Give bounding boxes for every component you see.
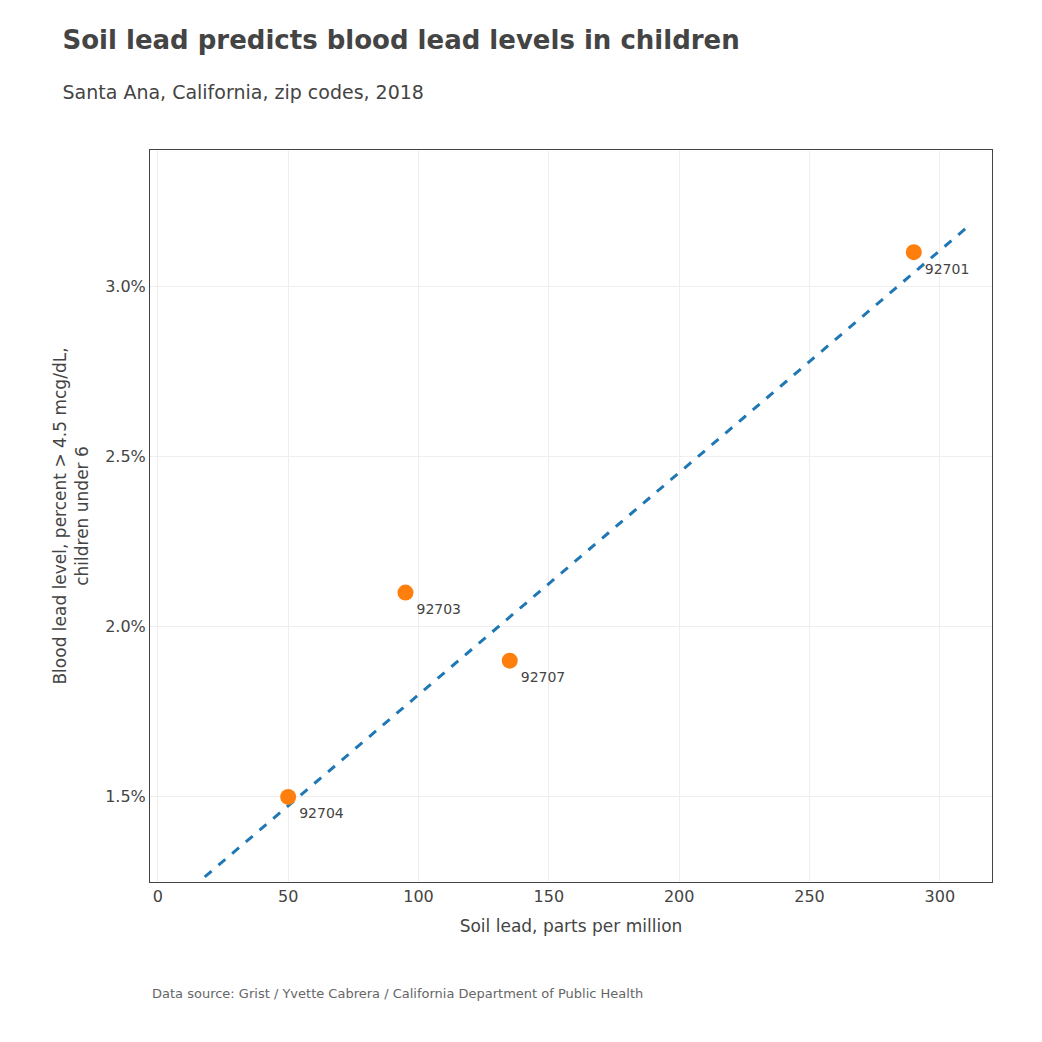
svg-text:Soil lead predicts blood lead: Soil lead predicts blood lead levels in … <box>63 25 740 55</box>
svg-text:100: 100 <box>403 887 434 906</box>
svg-text:Santa Ana, California, zip cod: Santa Ana, California, zip codes, 2018 <box>63 81 424 103</box>
svg-text:92703: 92703 <box>416 601 461 617</box>
svg-text:50: 50 <box>278 887 298 906</box>
svg-text:200: 200 <box>664 887 695 906</box>
svg-text:2.0%: 2.0% <box>105 617 146 636</box>
svg-text:92701: 92701 <box>925 261 970 277</box>
svg-text:300: 300 <box>925 887 956 906</box>
svg-text:3.0%: 3.0% <box>105 277 146 296</box>
svg-text:Data source: Grist / Yvette Ca: Data source: Grist / Yvette Cabrera / Ca… <box>152 986 643 1001</box>
svg-text:250: 250 <box>794 887 825 906</box>
svg-text:Soil lead, parts per million: Soil lead, parts per million <box>460 916 683 936</box>
svg-text:2.5%: 2.5% <box>105 447 146 466</box>
svg-text:1.5%: 1.5% <box>105 787 146 806</box>
svg-text:0: 0 <box>153 887 163 906</box>
svg-text:92704: 92704 <box>299 805 344 821</box>
svg-text:150: 150 <box>534 887 565 906</box>
svg-text:Blood lead level, percent > 4.: Blood lead level, percent > 4.5 mcg/dL,c… <box>50 347 92 684</box>
svg-text:92707: 92707 <box>521 669 566 685</box>
